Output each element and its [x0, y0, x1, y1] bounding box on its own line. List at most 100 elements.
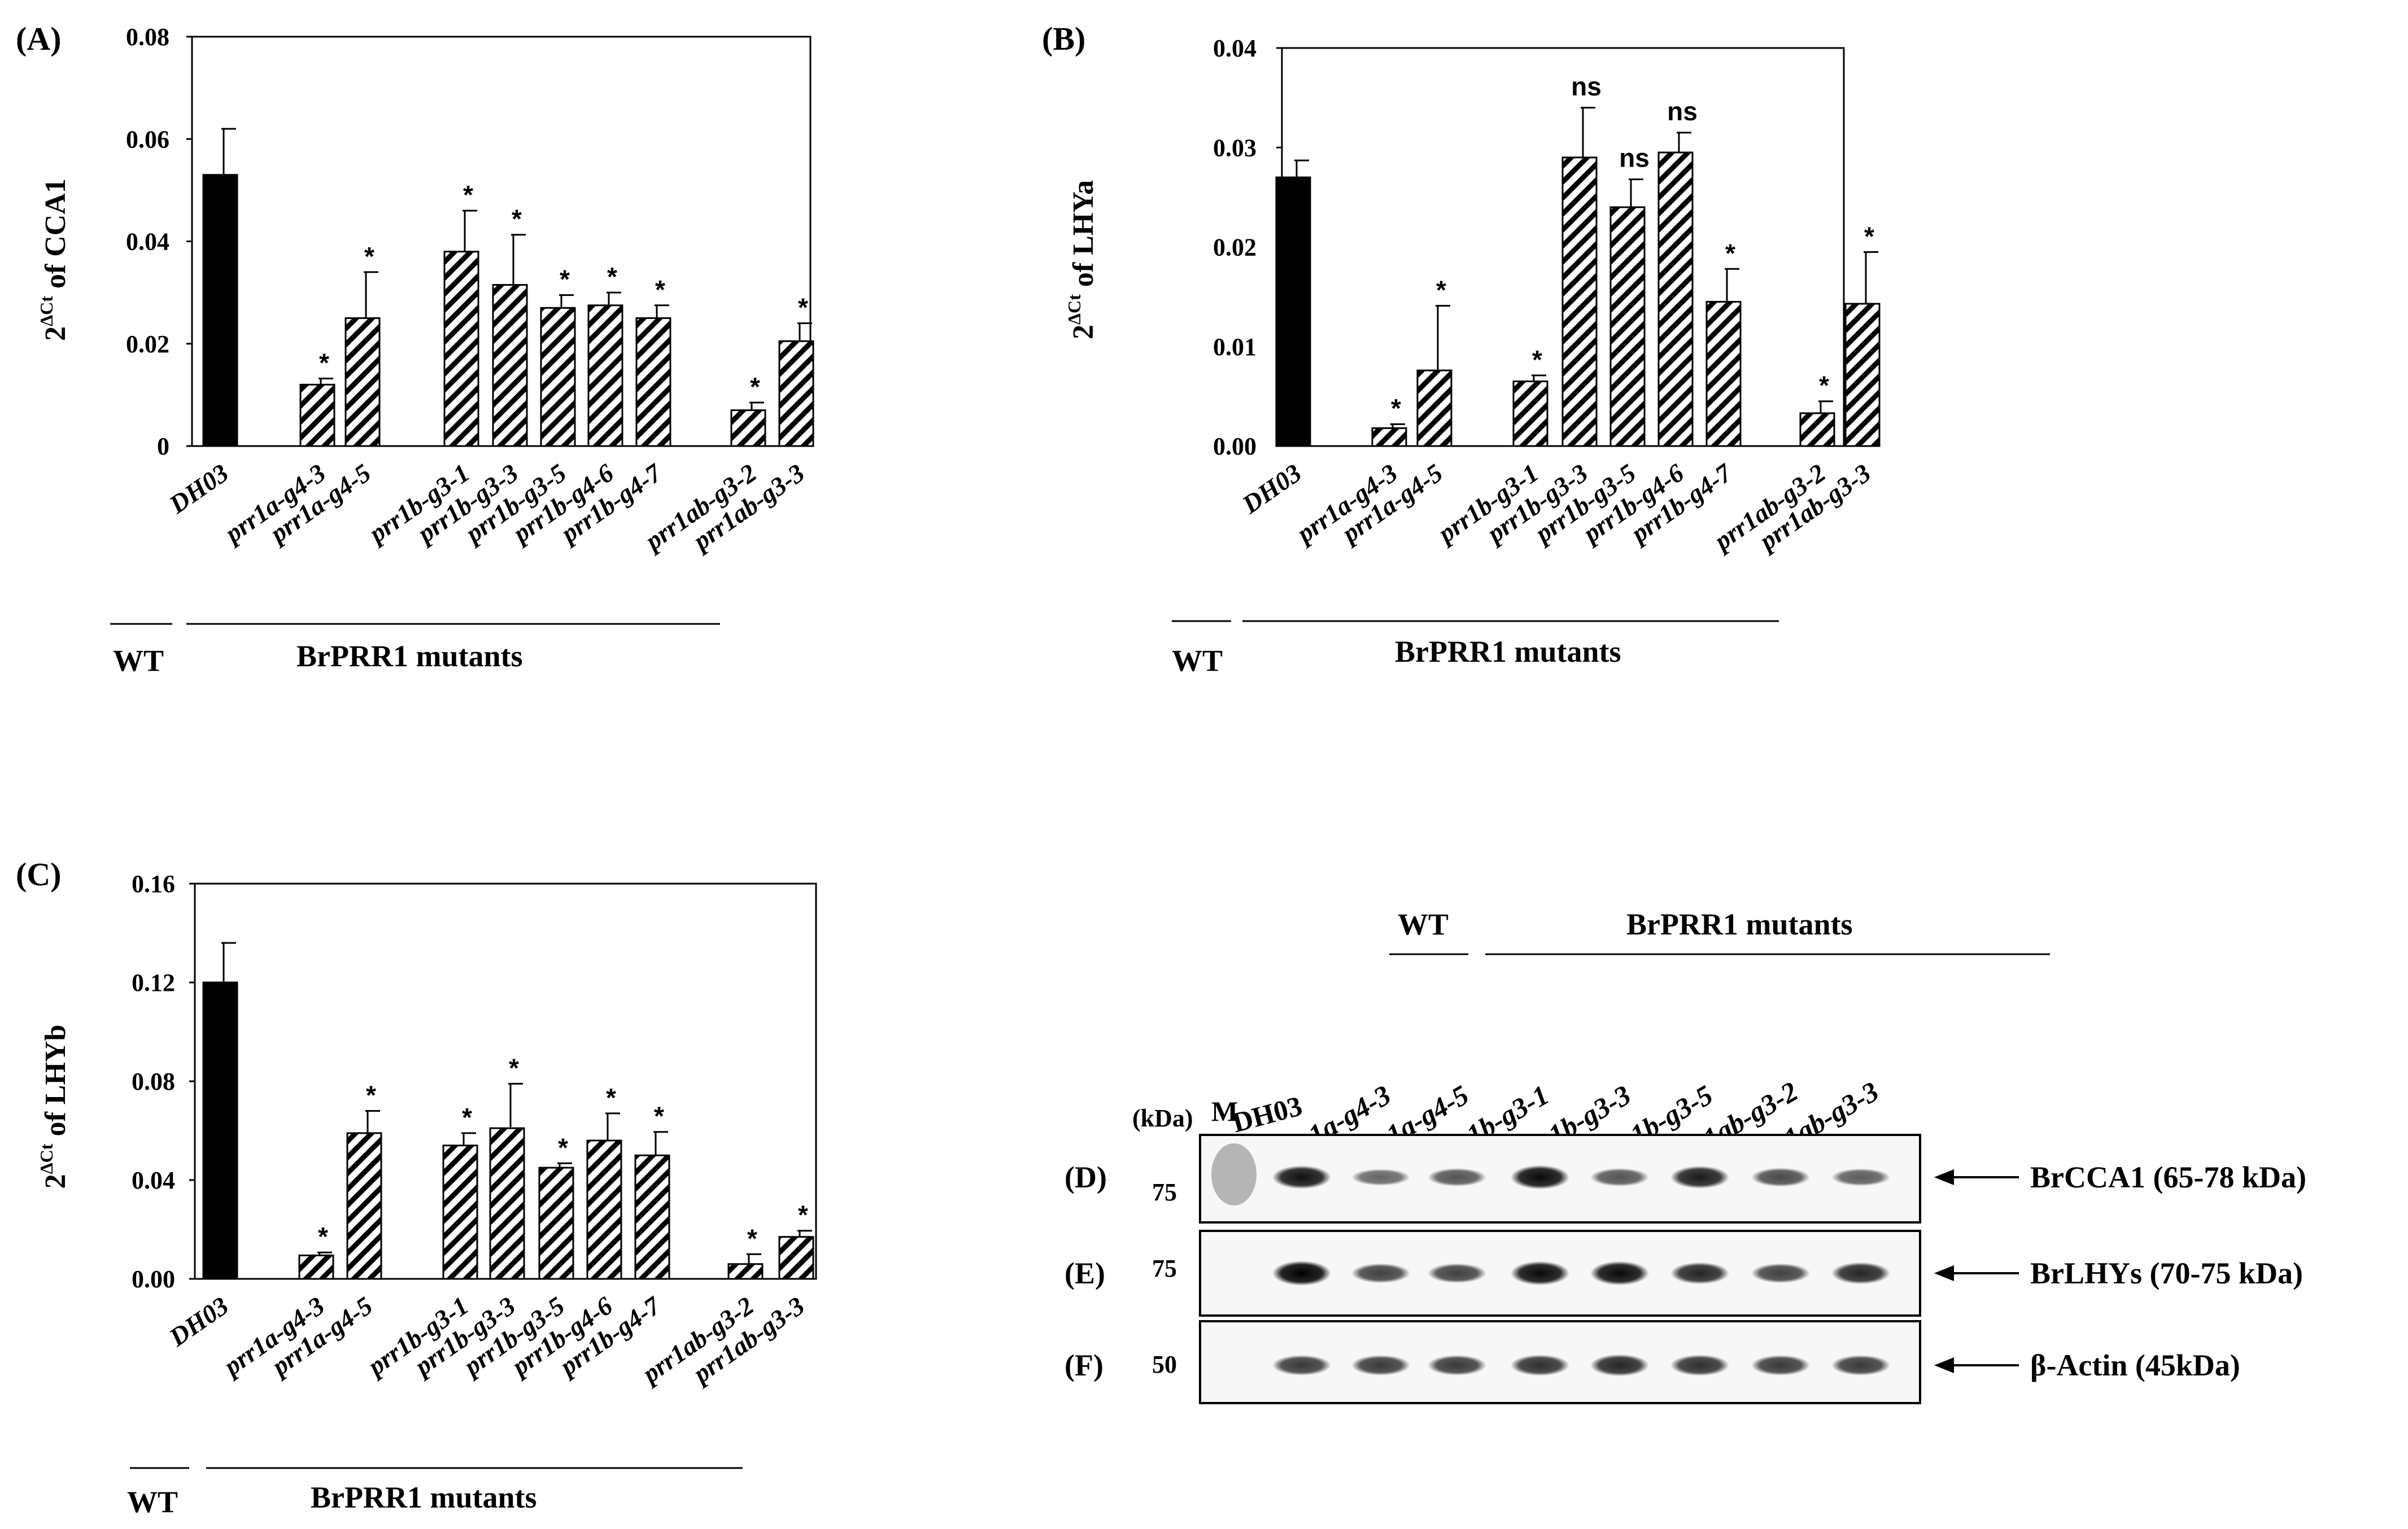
bar-DH03	[1275, 176, 1311, 447]
panel-a: (A) 2ΔCt of CCA1 00.020.040.060.08DH03*p…	[16, 20, 814, 678]
bar-prr1a-g4-3	[1371, 427, 1407, 447]
bar-prr1b-g4-6	[1657, 151, 1694, 447]
y-tick-label: 0.00	[132, 1265, 175, 1293]
protein-band	[1272, 1165, 1331, 1189]
significance-label: *	[1819, 371, 1829, 400]
significance-label: *	[747, 1224, 757, 1253]
plot-area-a: 00.020.040.060.08DH03*prr1a-g4-3*prr1a-g…	[126, 23, 814, 557]
protein-band	[1272, 1261, 1331, 1286]
y-tick-label: 0.04	[132, 1167, 175, 1194]
significance-label: *	[1864, 221, 1874, 251]
protein-band	[1590, 1354, 1649, 1377]
bar-prr1b-g3-1	[442, 1144, 478, 1280]
arrow-icon	[1934, 1357, 1954, 1373]
protein-band	[1590, 1168, 1649, 1187]
significance-label: *	[1391, 394, 1401, 423]
bar-prr1a-g4-3	[298, 1254, 334, 1280]
y-tick-label: 0.03	[1213, 134, 1257, 161]
protein-band	[1670, 1355, 1729, 1376]
blot-row: (E) 75 BrLHYs (70-75 kDa)	[1065, 1230, 2303, 1317]
y-tick-label: 0.04	[1213, 34, 1257, 62]
protein-band	[1831, 1355, 1890, 1376]
significance-label: *	[750, 372, 760, 401]
protein-band	[1351, 1169, 1410, 1186]
y-tick-label: 0.06	[126, 125, 169, 153]
y-tick-label: 0.01	[1213, 333, 1257, 361]
bar-prr1b-g4-6	[586, 1139, 622, 1280]
panel-label-b: (B)	[1042, 20, 1085, 57]
significance-label: ns	[1619, 143, 1650, 173]
blot-row: (F) 50 β-Actin (45kDa)	[1065, 1320, 2240, 1404]
bar-prr1b-g3-3	[492, 284, 528, 447]
blot-rows: (D) 75 BrCCA1 (65-78 kDa) (E) 75 BrLHYs (70-7…	[1065, 1134, 2306, 1404]
y-tick-label: 0.04	[126, 228, 169, 256]
bar-prr1b-g3-1	[1512, 380, 1548, 447]
significance-label: *	[509, 1053, 519, 1082]
plot-area-b: 0.000.010.020.030.04DH03*prr1a-g4-3*prr1…	[1213, 34, 1881, 557]
y-tick-label: 0.08	[126, 23, 169, 51]
protein-band	[1751, 1355, 1810, 1376]
significance-label: *	[560, 265, 570, 294]
group-label-mutants-b: BrPRR1 mutants	[1395, 635, 1621, 669]
significance-label: *	[798, 1200, 808, 1230]
bar-prr1b-g3-5	[538, 1167, 574, 1280]
protein-band	[1511, 1261, 1569, 1286]
marker-kda: 50	[1152, 1351, 1177, 1378]
panel-b: (B) 2ΔCt of LHYa 0.00 0.01 0.02 0.03 0.04 DH0…	[1042, 20, 1881, 678]
bar-prr1b-g3-3	[1561, 156, 1598, 447]
protein-band	[1511, 1355, 1569, 1376]
significance-label: *	[364, 242, 374, 271]
panel-label-a: (A)	[16, 20, 62, 57]
protein-band	[1351, 1355, 1410, 1376]
protein-band	[1751, 1168, 1810, 1187]
kda-label: (kDa)	[1132, 1104, 1193, 1132]
significance-label: *	[463, 180, 473, 209]
protein-label: BrLHYs (70-75 kDa)	[2030, 1256, 2303, 1290]
significance-label: *	[512, 204, 522, 234]
panel-c: (C) 2ΔCt of LHYb 0.00 0.04 0.08 0.12 0.16 DH0…	[16, 856, 817, 1519]
bar-prr1b-g4-6	[587, 304, 623, 447]
bar-prr1b-g3-1	[443, 251, 479, 447]
significance-label: *	[319, 348, 329, 377]
protein-band	[1351, 1263, 1410, 1283]
bar-prr1b-g4-7	[635, 317, 671, 447]
bar-prr1b-g3-5	[1609, 206, 1646, 447]
y-tick-label: 0.08	[132, 1068, 175, 1095]
group-label-wt-a: WT	[113, 644, 164, 678]
protein-band	[1428, 1168, 1486, 1187]
significance-label: *	[1725, 238, 1735, 268]
significance-label: *	[462, 1103, 472, 1132]
y-axis-label-c: 2ΔCt of LHYb	[36, 1025, 72, 1189]
significance-label: *	[655, 275, 665, 304]
x-tick-label: DH03	[163, 458, 233, 519]
plot-area-c: 0.000.040.080.120.16DH03*prr1a-g4-3*prr1…	[132, 870, 817, 1390]
significance-label: *	[366, 1081, 376, 1110]
protein-band	[1831, 1168, 1890, 1186]
significance-label: ns	[1667, 97, 1698, 126]
marker-kda: 75	[1152, 1178, 1177, 1206]
y-tick-label: 0.00	[1213, 433, 1257, 460]
marker-smear	[1211, 1143, 1257, 1205]
arrow-icon	[1934, 1265, 1954, 1281]
protein-band	[1670, 1165, 1729, 1189]
bar-prr1ab-g3-2	[727, 1263, 764, 1280]
protein-band	[1590, 1261, 1649, 1286]
bar-prr1a-g4-5	[344, 317, 381, 447]
blot-row-label: (E)	[1065, 1256, 1105, 1290]
blot-group-wt: WT	[1398, 907, 1449, 941]
group-label-wt-c: WT	[127, 1485, 178, 1519]
blot-row-label: (F)	[1065, 1348, 1103, 1382]
significance-label: *	[558, 1133, 568, 1162]
protein-band	[1428, 1355, 1486, 1376]
bar-prr1ab-g3-3	[1844, 303, 1881, 447]
bar-prr1ab-g3-2	[730, 409, 766, 447]
arrow-icon	[1934, 1169, 1954, 1185]
y-axis-label-b: 2ΔCt of LHYa	[1064, 180, 1100, 339]
bar-prr1a-g4-5	[1416, 369, 1452, 447]
marker-kda: 75	[1152, 1255, 1177, 1282]
y-tick-label: 0	[157, 433, 169, 460]
x-tick-label: DH03	[163, 1291, 233, 1352]
protein-label: BrCCA1 (65-78 kDa)	[2030, 1160, 2306, 1194]
protein-band	[1511, 1165, 1569, 1190]
